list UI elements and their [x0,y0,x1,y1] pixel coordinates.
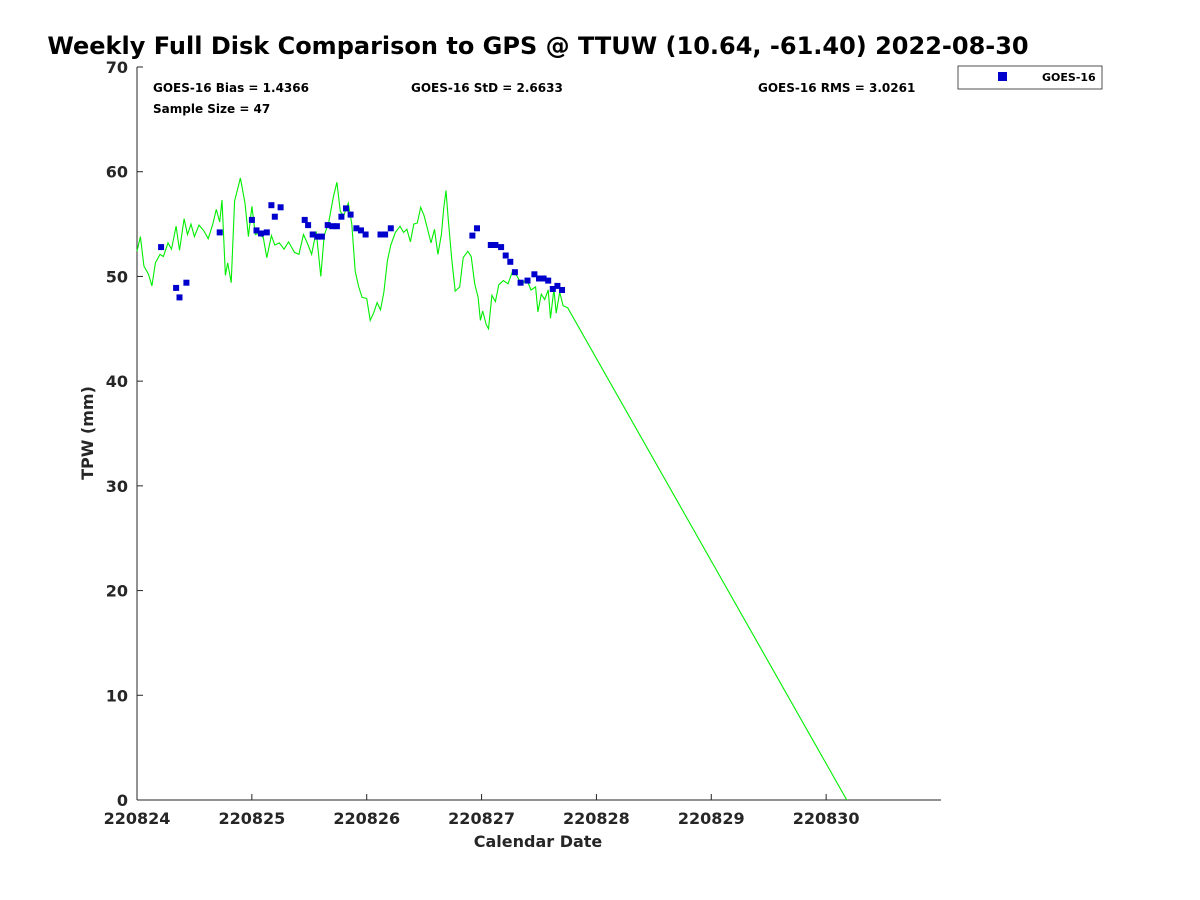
goes16-point [183,279,190,286]
goes16-point [531,271,538,278]
goes16-point [517,279,524,286]
legend: GOES-16 [957,65,1103,90]
plot-area [136,67,941,801]
gps-tpw-series [136,177,848,801]
goes16-point [314,233,321,240]
goes16-point [263,229,270,236]
goes16-point [524,277,531,284]
goes16-point [258,230,264,237]
y-tick-label: 60 [106,163,128,182]
goes16-point [353,225,360,232]
gps-tpw-line [136,177,848,801]
goes16-point [277,204,284,211]
x-tick-label: 220829 [678,809,745,828]
goes16-point [507,258,514,265]
goes16-point [549,286,556,292]
x-tick-label: 220826 [333,809,400,828]
x-tick-label: 220825 [218,809,285,828]
goes16-point [474,225,480,232]
goes16-point [248,216,255,223]
goes16-point [271,213,278,220]
x-tick-label: 220824 [104,809,171,828]
legend-label-goes16: GOES-16 [1042,71,1096,84]
goes16-point [358,227,364,234]
goes16-point [511,269,518,276]
y-tick-label: 50 [106,267,128,286]
goes16-point [498,244,505,251]
statistics-annotations: GOES-16 Bias = 1.4366 GOES-16 StD = 2.66… [153,81,915,116]
goes16-point [158,244,165,251]
goes16-point [502,252,509,259]
rms-stat: GOES-16 RMS = 3.0261 [758,81,915,95]
y-axis-label: TPW (mm) [78,386,97,480]
goes16-point [559,287,565,293]
legend-box [957,65,1103,90]
goes16-point [324,222,331,229]
chart-title: Weekly Full Disk Comparison to GPS @ TTU… [47,32,1028,60]
goes16-point [268,202,275,209]
goes16-tpw-series [158,202,565,301]
goes16-point [301,216,308,223]
goes16-point [554,282,561,289]
goes16-point [338,213,345,220]
goes16-point [487,242,494,248]
plot-background [137,67,941,800]
y-tick-label: 40 [106,372,128,391]
goes16-point [309,231,316,238]
y-axis-ticks: 0 10 20 30 40 50 60 70 [106,58,143,810]
y-tick-label: 70 [106,58,128,77]
goes16-point [253,227,260,234]
goes16-point [536,275,542,282]
std-stat: GOES-16 StD = 2.6633 [411,81,563,95]
goes16-point [318,233,325,240]
goes16-point [469,232,476,239]
goes16-point [540,275,547,282]
goes16-point [492,242,499,248]
goes16-point [362,231,369,238]
x-tick-label: 220827 [448,809,515,828]
x-tick-label: 220830 [793,809,860,828]
goes16-point [347,211,354,218]
goes16-point [176,294,183,301]
goes16-point [545,277,552,284]
goes16-point [382,231,389,238]
goes16-point [333,223,340,230]
y-tick-label: 20 [106,582,128,601]
y-tick-label: 0 [117,791,128,810]
goes16-point [343,205,349,212]
goes16-point [387,225,394,232]
x-axis-ticks: 220824 220825 220826 220827 220828 220829 2208… [104,794,860,828]
x-tick-label: 220828 [563,809,630,828]
goes16-point [216,229,223,236]
goes16-point [305,222,312,229]
sample-size-stat: Sample Size = 47 [153,102,270,116]
goes16-point [329,223,336,230]
y-tick-label: 10 [106,686,128,705]
legend-marker-goes16 [998,72,1007,81]
x-axis-label: Calendar Date [474,832,603,851]
goes16-point [173,284,180,291]
goes16-point [377,231,384,238]
bias-stat: GOES-16 Bias = 1.4366 [153,81,309,95]
y-tick-label: 30 [106,477,128,496]
